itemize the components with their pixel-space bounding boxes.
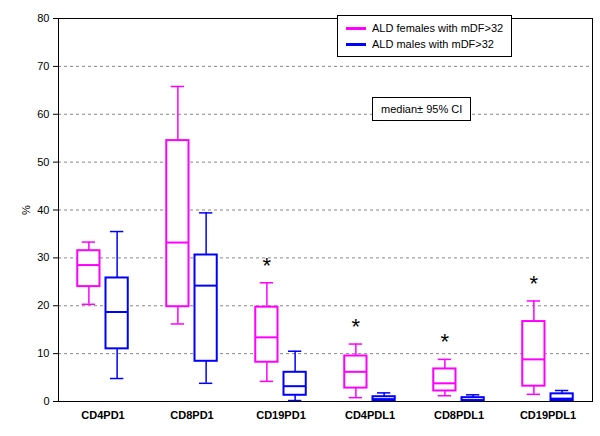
svg-text:CD4PD1: CD4PD1 [81,409,124,421]
svg-text:*: * [263,253,272,278]
svg-text:*: * [352,314,361,339]
svg-text:10: 10 [37,347,49,359]
svg-text:%: % [20,205,32,215]
svg-text:50: 50 [37,156,49,168]
svg-text:0: 0 [43,395,49,407]
svg-text:CD19PDL1: CD19PDL1 [520,409,576,421]
svg-text:70: 70 [37,60,49,72]
svg-text:40: 40 [37,204,49,216]
svg-text:CD19PD1: CD19PD1 [256,409,306,421]
svg-text:30: 30 [37,251,49,263]
svg-text:80: 80 [37,12,49,24]
svg-text:20: 20 [37,299,49,311]
html-text:ALD females with mDF>32: ALD females with mDF>32 [372,22,504,34]
svg-text:60: 60 [37,108,49,120]
html-text:median± 95% CI: median± 95% CI [381,103,463,115]
svg-text:CD8PD1: CD8PD1 [170,409,213,421]
svg-text:*: * [441,329,450,354]
svg-text:*: * [530,271,539,296]
html-text:ALD males with mDF>32: ALD males with mDF>32 [372,38,494,50]
svg-text:CD8PDL1: CD8PDL1 [434,409,484,421]
svg-text:CD4PDL1: CD4PDL1 [345,409,395,421]
